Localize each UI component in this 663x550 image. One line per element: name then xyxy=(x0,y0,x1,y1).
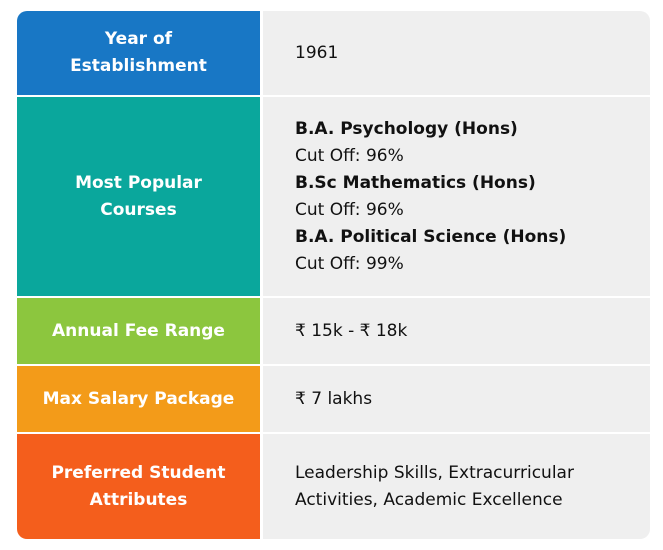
course-name: B.A. Psychology (Hons) xyxy=(295,118,518,139)
year-of-establishment-label: Year of Establishment xyxy=(17,11,260,95)
annual-fee-range-label: Annual Fee Range xyxy=(17,298,260,364)
most-popular-courses-value: B.A. Psychology (Hons) Cut Off: 96% B.Sc… xyxy=(263,97,650,296)
course-cutoff: Cut Off: 96% xyxy=(295,199,404,220)
max-salary-package-label-text: Max Salary Package xyxy=(42,388,235,409)
preferred-student-attributes-value-text: Leadership Skills, Extracurricular Activ… xyxy=(295,462,574,510)
college-info-table: Year of Establishment 1961 Most Popular … xyxy=(17,11,650,539)
preferred-student-attributes-value: Leadership Skills, Extracurricular Activ… xyxy=(263,434,650,539)
course-name: B.Sc Mathematics (Hons) xyxy=(295,172,536,193)
preferred-student-attributes-label: Preferred Student Attributes xyxy=(17,434,260,539)
most-popular-courses-label-text: Most Popular Courses xyxy=(75,172,202,220)
annual-fee-range-value-text: ₹ 15k - ₹ 18k xyxy=(295,320,408,341)
max-salary-package-value: ₹ 7 lakhs xyxy=(263,366,650,432)
year-of-establishment-label-text: Year of Establishment xyxy=(70,29,207,76)
max-salary-package-value-text: ₹ 7 lakhs xyxy=(295,388,373,409)
course-name: B.A. Political Science (Hons) xyxy=(295,226,567,247)
preferred-student-attributes-label-text: Preferred Student Attributes xyxy=(51,462,226,510)
annual-fee-range-value: ₹ 15k - ₹ 18k xyxy=(263,298,650,364)
max-salary-package-label: Max Salary Package xyxy=(17,366,260,432)
course-cutoff: Cut Off: 96% xyxy=(295,145,404,166)
annual-fee-range-label-text: Annual Fee Range xyxy=(52,320,225,341)
course-cutoff: Cut Off: 99% xyxy=(295,253,404,274)
year-of-establishment-value: 1961 xyxy=(263,11,650,95)
most-popular-courses-label: Most Popular Courses xyxy=(17,97,260,296)
year-of-establishment-value-text: 1961 xyxy=(295,42,339,63)
